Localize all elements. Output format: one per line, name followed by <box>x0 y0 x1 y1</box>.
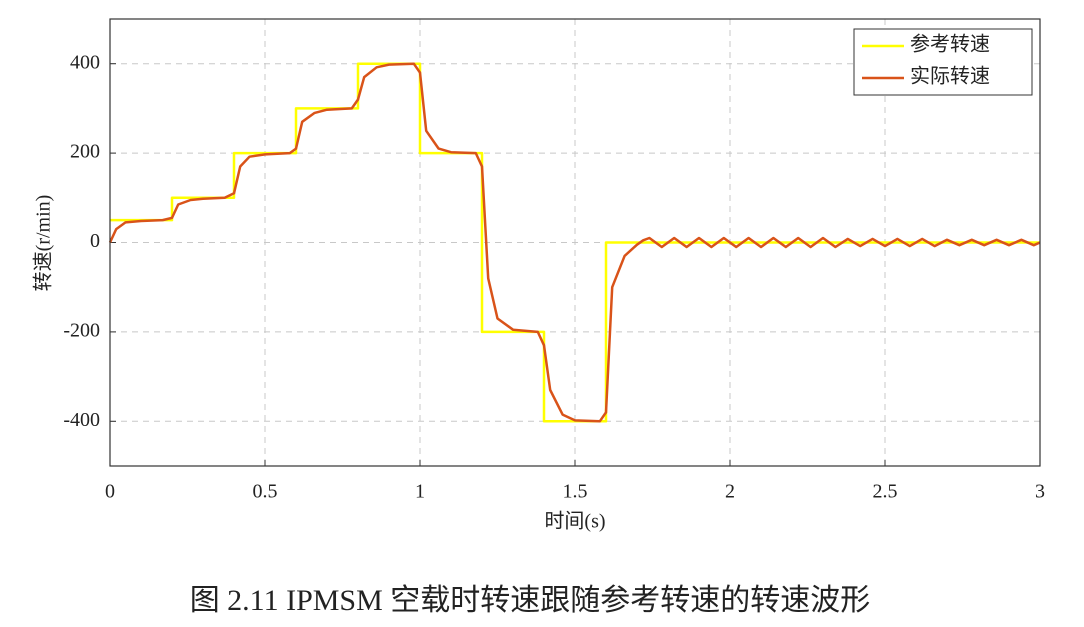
y-tick-label: -400 <box>63 409 100 431</box>
plot-frame <box>109 18 1041 467</box>
caption: 图 2.11 IPMSM 空载时转速跟随参考转速的转速波形 <box>190 584 871 617</box>
series-line <box>108 62 1041 423</box>
legend-label: 参考转速 <box>910 33 990 56</box>
x-tick-label: 1 <box>415 481 425 503</box>
y-axis-label: 转速(r/min) <box>32 195 55 292</box>
x-tick-label: 2.5 <box>873 481 898 503</box>
x-tick-label: 0.5 <box>253 481 278 503</box>
x-tick-label: 3 <box>1035 481 1045 503</box>
legend-label: 实际转速 <box>910 65 990 88</box>
y-tick-label: 0 <box>90 230 100 252</box>
y-tick-label: -200 <box>63 319 100 341</box>
x-tick-label: 0 <box>105 481 115 503</box>
y-tick-label: 400 <box>70 51 100 73</box>
x-tick-label: 1.5 <box>563 481 588 503</box>
legend-box <box>853 28 1033 96</box>
x-tick-label: 2 <box>725 481 735 503</box>
x-axis-label: 时间(s) <box>544 510 605 533</box>
y-tick-label: 200 <box>70 141 100 163</box>
